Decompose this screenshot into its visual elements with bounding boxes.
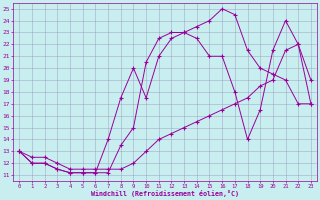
X-axis label: Windchill (Refroidissement éolien,°C): Windchill (Refroidissement éolien,°C) xyxy=(91,190,239,197)
